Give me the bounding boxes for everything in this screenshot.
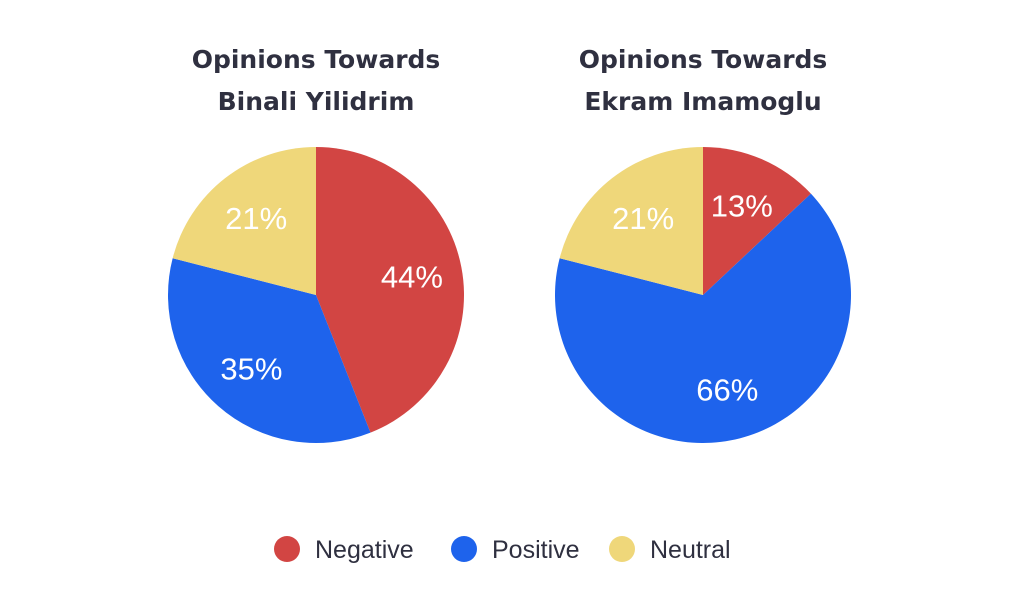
pie-chart-imamoglu: Opinions Towards Ekram Imamoglu 13% 66% 21… xyxy=(555,45,851,444)
slice-label-negative: 13% xyxy=(711,188,773,223)
pie-slice-neutral xyxy=(172,147,316,295)
legend-label-neutral: Neutral xyxy=(650,536,731,564)
slice-label-neutral: 21% xyxy=(612,201,674,236)
pie-slice-negative xyxy=(703,147,811,295)
legend: Negative Positive Neutral xyxy=(274,536,731,564)
chart-title-line-2: Ekram Imamoglu xyxy=(584,87,821,116)
legend-label-positive: Positive xyxy=(492,536,580,564)
pie-slices: 44% 35% 21% xyxy=(167,147,465,444)
legend-swatch-neutral xyxy=(609,536,635,562)
pie-slice-positive xyxy=(555,193,851,444)
pie-slice-negative xyxy=(316,147,465,433)
pie-slices: 13% 66% 21% xyxy=(555,147,851,444)
slice-label-neutral: 21% xyxy=(225,201,287,236)
legend-swatch-positive xyxy=(451,536,477,562)
slice-label-positive: 66% xyxy=(696,373,758,408)
chart-title-line-1: Opinions Towards xyxy=(579,45,828,74)
legend-label-negative: Negative xyxy=(315,536,414,564)
slice-label-positive: 35% xyxy=(220,351,282,386)
chart-title-line-1: Opinions Towards xyxy=(192,45,441,74)
legend-swatch-negative xyxy=(274,536,300,562)
slice-label-negative: 44% xyxy=(381,260,443,295)
pie-chart-yilidrim: Opinions Towards Binali Yilidrim 44% 35% 2… xyxy=(167,45,465,444)
chart-title-line-2: Binali Yilidrim xyxy=(218,87,415,116)
pie-slice-neutral xyxy=(559,147,703,295)
pie-slice-positive xyxy=(167,258,371,444)
